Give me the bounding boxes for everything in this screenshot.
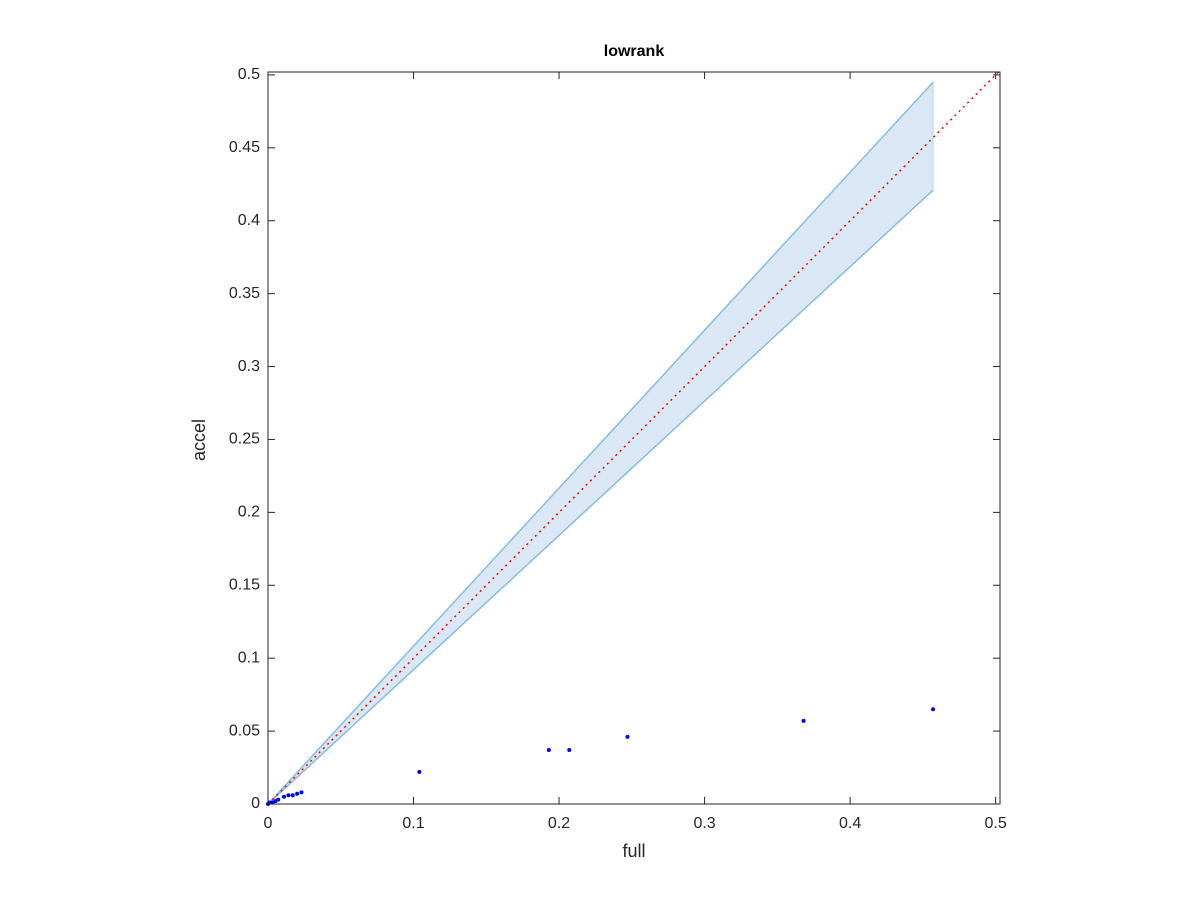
point	[801, 718, 806, 723]
x-tick-label: 0.3	[693, 815, 715, 832]
point	[567, 748, 572, 753]
band-edge	[267, 81, 934, 805]
x-tick-label: 0	[264, 815, 273, 832]
y-tick-label: 0.45	[229, 139, 260, 156]
x-tick-label: 0.5	[985, 815, 1007, 832]
chart-title: lowrank	[604, 43, 665, 60]
x-tick-label: 0.2	[548, 815, 570, 832]
band-edge	[267, 189, 934, 805]
y-tick-label: 0.1	[238, 649, 260, 666]
point	[546, 748, 551, 753]
x-tick-label: 0.1	[402, 815, 424, 832]
point	[299, 790, 304, 795]
x-axis-label: full	[622, 841, 645, 861]
plot-frame	[267, 71, 1001, 805]
point	[282, 794, 287, 799]
y-tick-label: 0.15	[229, 576, 260, 593]
y-tick-label: 0.35	[229, 285, 260, 302]
point	[295, 791, 300, 796]
y-axis-label: accel	[189, 419, 209, 461]
point	[931, 707, 936, 712]
point	[417, 769, 422, 774]
y-tick-label: 0.3	[238, 358, 260, 375]
y-tick-label: 0	[251, 795, 260, 812]
y-tick-label: 0.05	[229, 722, 260, 739]
y-tick-label: 0.2	[238, 504, 260, 521]
y-tick-label: 0.5	[238, 66, 260, 83]
point	[286, 793, 291, 798]
point	[625, 734, 630, 739]
point	[290, 793, 295, 798]
y-tick-label: 0.4	[238, 212, 260, 229]
y-tick-label: 0.25	[229, 431, 260, 448]
x-tick-label: 0.4	[839, 815, 861, 832]
